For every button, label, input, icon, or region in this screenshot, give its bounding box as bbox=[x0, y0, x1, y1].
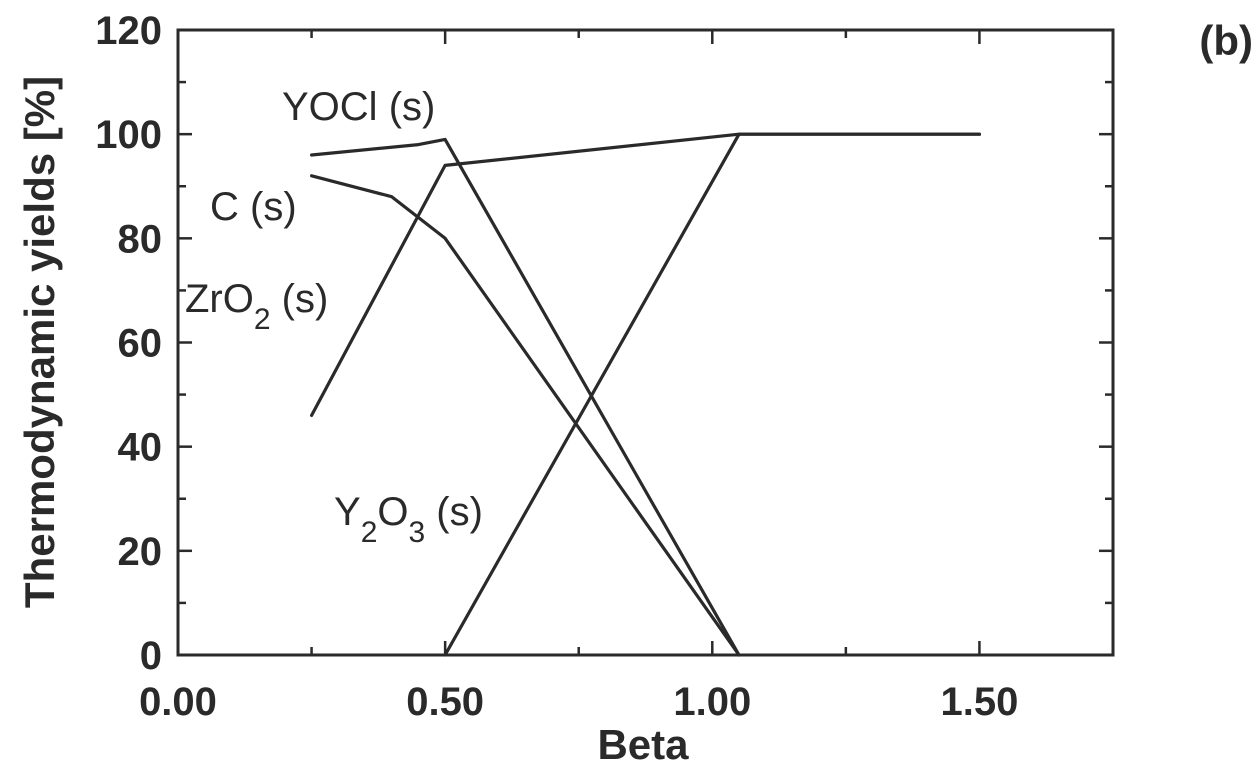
y-tick-label: 120 bbox=[95, 9, 162, 53]
y-tick-labels: 0 20 40 60 80 100 120 bbox=[95, 9, 162, 678]
series-label-yocl-s: YOCl (s) bbox=[282, 85, 435, 129]
x-tick-label: 1.00 bbox=[673, 680, 751, 724]
series-line-zro2-s bbox=[310, 132, 982, 417]
x-tick-label: 0.00 bbox=[139, 680, 217, 724]
axis-ticks bbox=[176, 28, 1113, 657]
y-tick-label: 100 bbox=[95, 113, 162, 157]
y-tick-label: 0 bbox=[140, 634, 162, 678]
y-tick-label: 20 bbox=[118, 530, 163, 574]
series-labels: YOCl (s) C (s) ZrO2 (s) Y2O3 (s) bbox=[185, 85, 483, 549]
x-axis-title: Beta bbox=[597, 721, 689, 764]
y-tick-label: 60 bbox=[118, 322, 163, 366]
x-tick-label: 1.50 bbox=[940, 680, 1018, 724]
x-tick-label: 0.50 bbox=[406, 680, 484, 724]
series-line-y2o3-s bbox=[443, 132, 982, 657]
series-line-yocl-s bbox=[310, 137, 741, 657]
y-tick-label: 80 bbox=[118, 217, 163, 261]
y-tick-label: 40 bbox=[118, 426, 163, 470]
x-tick-labels: 0.00 0.50 1.00 1.50 bbox=[139, 680, 1018, 724]
panel-label: (b) bbox=[1199, 17, 1253, 64]
y-axis-title: Thermodynamic yields [%] bbox=[16, 76, 63, 608]
series-label-zro2-s: ZrO2 (s) bbox=[185, 277, 328, 336]
series-label-c-s: C (s) bbox=[210, 185, 297, 229]
series-label-y2o3-s: Y2O3 (s) bbox=[334, 490, 483, 549]
series-lines bbox=[310, 132, 982, 657]
